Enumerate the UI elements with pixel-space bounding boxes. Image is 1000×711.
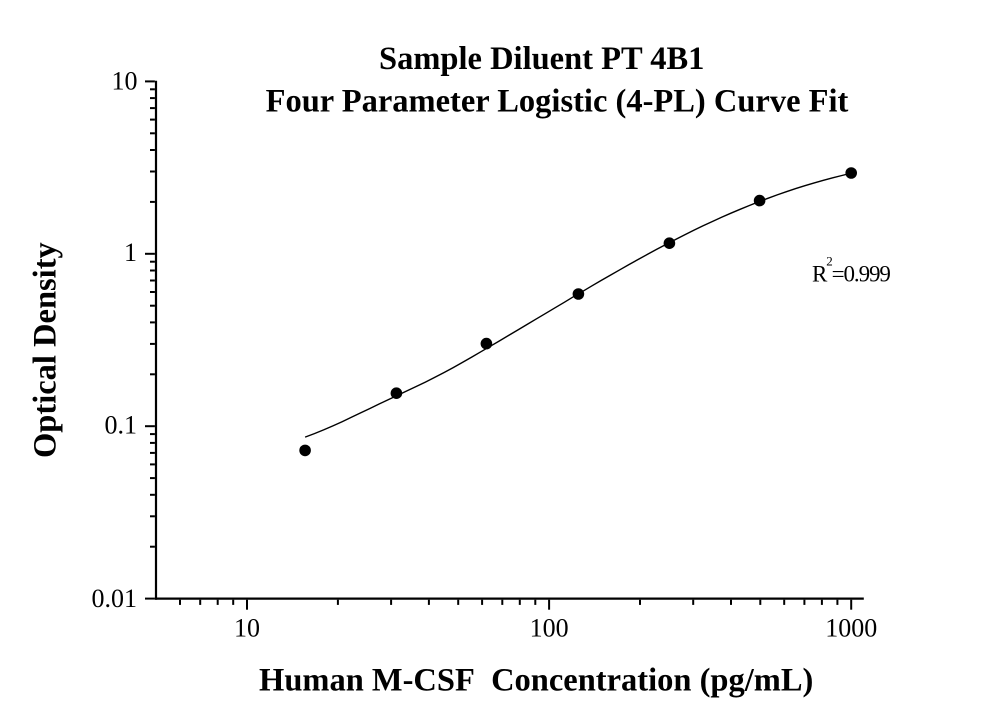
svg-text:10: 10 [234,613,260,642]
svg-text:10: 10 [112,66,138,95]
svg-text:0.01: 0.01 [92,584,138,613]
svg-text:Optical Density: Optical Density [27,242,63,458]
svg-text:100: 100 [530,613,569,642]
svg-text:Four Parameter Logistic (4-PL): Four Parameter Logistic (4-PL) Curve Fit [266,83,849,119]
svg-text:Sample Diluent PT 4B1: Sample Diluent PT 4B1 [379,41,704,77]
svg-text:1000: 1000 [825,613,877,642]
svg-text:Human M-CSF Concentration (pg: Human M-CSF Concentration (pg/mL) [259,663,813,699]
svg-text:R2=0.999: R2=0.999 [812,254,890,287]
svg-text:0.1: 0.1 [105,410,138,439]
svg-text:1: 1 [124,238,137,267]
